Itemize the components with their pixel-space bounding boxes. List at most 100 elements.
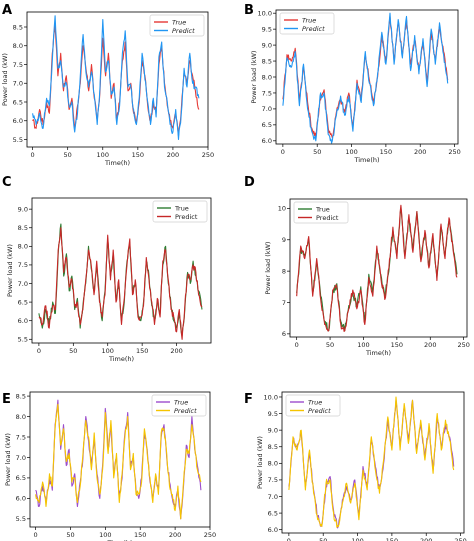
x-tick-label: 50 <box>326 341 334 349</box>
legend-label: Predict <box>172 27 195 35</box>
x-axis-label: Time(h) <box>353 156 379 164</box>
legend-label: True <box>172 18 186 26</box>
x-tick-label: 200 <box>424 341 436 349</box>
plot-frame <box>29 391 211 528</box>
y-tick-label: 7.5 <box>268 476 278 484</box>
x-tick-label: 50 <box>319 537 327 541</box>
x-tick-label: 150 <box>136 347 148 355</box>
y-tick-label: 6.0 <box>18 317 28 325</box>
panel-label: A <box>2 3 12 18</box>
y-axis-label: Power load (kW) <box>1 53 9 106</box>
x-tick-label: 50 <box>69 347 77 355</box>
y-axis-label: Power load (kW) <box>250 51 258 104</box>
y-tick-label: 7.0 <box>268 493 278 501</box>
x-tick-label: 100 <box>357 341 369 349</box>
y-tick-label: 8.5 <box>262 57 272 65</box>
x-tick-label: 100 <box>99 531 111 539</box>
series-line-predict <box>38 227 203 340</box>
y-tick-label: 10 <box>278 205 286 213</box>
panel-label: E <box>2 392 11 407</box>
legend-label: True <box>302 16 316 24</box>
series-line-predict <box>35 403 202 520</box>
legend-label: Predict <box>316 214 339 222</box>
chart-panel-e: E 0 50 100 150 200 250 5.5 6.0 6.5 7.0 7.5 8.0 8.5 Tim… <box>2 391 216 541</box>
y-tick-label: 9.0 <box>262 41 272 49</box>
y-tick-label: 9 <box>282 236 286 244</box>
plot-frame <box>31 197 212 344</box>
x-axis-label: Time(h) <box>108 355 134 363</box>
y-tick-label: 8.0 <box>13 42 23 50</box>
series-line-predict <box>32 15 200 141</box>
y-tick-label: 7.5 <box>16 433 26 441</box>
x-tick-label: 200 <box>414 148 426 156</box>
x-tick-label: 200 <box>170 347 182 355</box>
x-tick-label: 250 <box>448 148 460 156</box>
x-tick-label: 100 <box>345 148 357 156</box>
x-tick-label: 250 <box>202 151 214 159</box>
y-tick-label: 9.5 <box>268 410 278 418</box>
y-axis-label: Power load (kW) <box>256 436 264 489</box>
x-axis-label: Time(h) <box>106 539 132 541</box>
x-tick-label: 0 <box>34 531 38 539</box>
y-tick-label: 8.5 <box>268 443 278 451</box>
legend-label: True <box>308 398 322 406</box>
y-tick-label: 9.0 <box>18 205 28 213</box>
y-tick-label: 6.5 <box>13 98 23 106</box>
y-tick-label: 8.0 <box>16 413 26 421</box>
x-tick-label: 150 <box>380 148 392 156</box>
chart-panel-c: C 0 50 100 150 200 5.5 6.0 6.5 7.0 7.5 8.0 8.5 9.0 Tim… <box>2 175 212 363</box>
y-tick-label: 7.5 <box>18 261 28 269</box>
chart-panel-d: D 0 50 100 150 200 250 6 7 8 9 10 Time(h) Power load … <box>244 175 470 357</box>
x-tick-label: 150 <box>132 151 144 159</box>
legend-label: Predict <box>302 25 325 33</box>
y-tick-label: 7.0 <box>16 454 26 462</box>
x-tick-label: 50 <box>64 151 72 159</box>
y-axis-label: Power load (kW) <box>264 242 272 295</box>
y-tick-label: 5.5 <box>13 136 23 144</box>
chart-panel-b: B 0 50 100 150 200 250 6.0 6.5 7.0 7.5 8.0 8.5 9.0 9.5… <box>244 3 461 164</box>
panel-label: F <box>244 392 253 407</box>
x-tick-label: 0 <box>37 347 41 355</box>
x-tick-label: 100 <box>97 151 109 159</box>
y-tick-label: 6 <box>282 330 286 338</box>
y-tick-label: 8 <box>282 267 286 275</box>
series-line-predict <box>288 396 455 528</box>
series-line-true <box>288 399 455 529</box>
plot-frame <box>281 391 465 534</box>
x-tick-label: 0 <box>287 537 291 541</box>
x-tick-label: 50 <box>313 148 321 156</box>
y-tick-label: 6.5 <box>268 509 278 517</box>
legend-label: True <box>315 205 330 213</box>
y-tick-label: 8.0 <box>18 243 28 251</box>
series-line-true <box>296 207 458 332</box>
y-tick-label: 6.5 <box>262 121 272 129</box>
y-tick-label: 7.5 <box>13 61 23 69</box>
x-tick-label: 250 <box>454 537 466 541</box>
chart-panel-f: F 0 50 100 150 200 250 6.0 6.5 7.0 7.5 8.0 8.5 9.0 9.5… <box>244 391 467 541</box>
x-tick-label: 0 <box>31 151 35 159</box>
panel-label: C <box>2 175 12 190</box>
x-tick-label: 150 <box>391 341 403 349</box>
y-tick-label: 6.5 <box>16 474 26 482</box>
legend-label: Predict <box>174 407 197 415</box>
x-tick-label: 0 <box>281 148 285 156</box>
y-tick-label: 7 <box>282 299 286 307</box>
y-tick-label: 5.5 <box>18 336 28 344</box>
x-tick-label: 150 <box>386 537 398 541</box>
x-tick-label: 0 <box>295 341 299 349</box>
y-tick-label: 8.0 <box>268 460 278 468</box>
x-axis-label: Time(h) <box>104 159 130 167</box>
legend-label: Predict <box>175 213 198 221</box>
series-line-true <box>282 15 449 139</box>
y-tick-label: 8.5 <box>13 23 23 31</box>
y-axis-label: Power load (kW) <box>6 244 14 297</box>
chart-panel-a: A 0 50 100 150 200 250 5.5 6.0 6.5 7.0 7.5 8.0 8.5 Tim… <box>1 3 214 167</box>
legend-label: True <box>174 204 189 212</box>
